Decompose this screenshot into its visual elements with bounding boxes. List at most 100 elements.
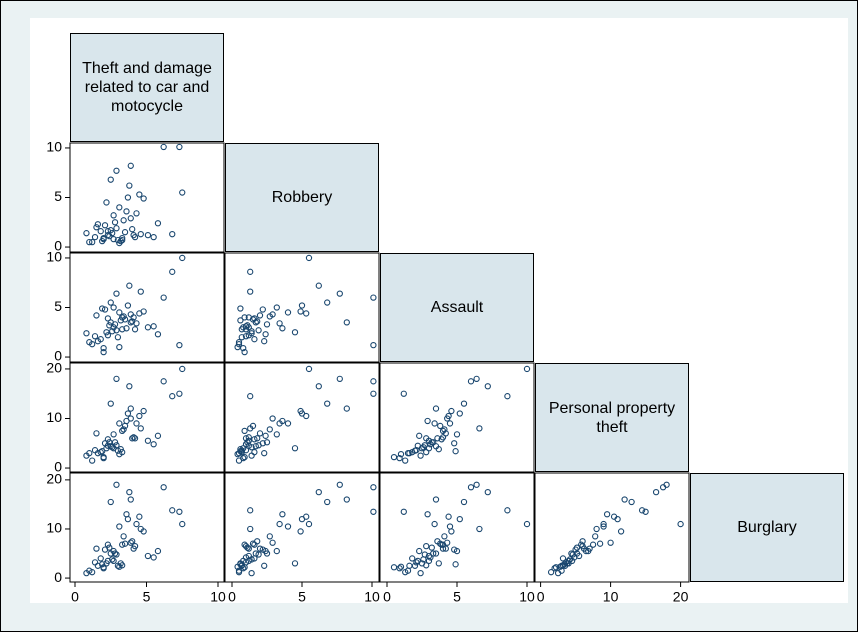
x-tick-label: 0 xyxy=(537,589,545,605)
point xyxy=(298,302,306,309)
point xyxy=(451,440,458,447)
point xyxy=(91,559,99,566)
point xyxy=(343,405,350,412)
point xyxy=(91,447,99,454)
point xyxy=(245,434,252,441)
point xyxy=(423,543,430,550)
point xyxy=(303,310,310,317)
point xyxy=(396,454,403,462)
point xyxy=(251,336,258,343)
point xyxy=(262,547,269,555)
point xyxy=(390,453,398,461)
point xyxy=(439,545,447,552)
point xyxy=(94,221,102,228)
point xyxy=(467,378,475,385)
point xyxy=(101,440,109,447)
point xyxy=(256,545,264,552)
y-tick-label: 0 xyxy=(54,569,62,585)
point xyxy=(176,508,183,515)
point xyxy=(131,435,139,442)
point xyxy=(402,569,409,576)
point xyxy=(106,439,113,446)
point xyxy=(104,315,112,322)
point xyxy=(400,390,407,397)
point xyxy=(176,342,183,349)
point xyxy=(568,550,575,557)
point xyxy=(150,233,157,241)
point xyxy=(133,210,140,217)
point xyxy=(452,561,459,568)
point xyxy=(237,305,244,312)
point xyxy=(107,299,114,306)
point xyxy=(133,520,140,528)
point xyxy=(238,562,245,569)
point xyxy=(617,528,625,535)
point xyxy=(269,539,276,546)
y-tick-label: 0 xyxy=(54,348,62,364)
point xyxy=(89,569,96,576)
point xyxy=(370,378,377,385)
point xyxy=(523,520,531,528)
x-tick-label: 20 xyxy=(673,589,689,605)
point xyxy=(460,498,468,506)
point xyxy=(106,544,113,551)
point xyxy=(120,313,127,320)
point xyxy=(91,333,99,340)
point xyxy=(552,564,560,571)
point xyxy=(261,450,268,457)
point xyxy=(291,560,299,567)
point xyxy=(89,341,96,348)
point xyxy=(425,557,433,565)
point xyxy=(441,426,448,433)
point xyxy=(244,544,251,551)
variable-label: Personal property theft xyxy=(535,363,689,472)
point xyxy=(237,317,244,324)
point xyxy=(291,445,299,452)
point xyxy=(110,557,117,565)
point xyxy=(336,481,343,488)
point xyxy=(107,443,114,450)
point xyxy=(99,561,106,568)
point xyxy=(179,189,186,196)
point xyxy=(136,412,143,420)
x-tick-label: 0 xyxy=(383,589,391,605)
point xyxy=(179,520,186,528)
point xyxy=(126,282,133,289)
point xyxy=(262,331,269,338)
point xyxy=(245,545,252,552)
point xyxy=(248,452,255,459)
point xyxy=(107,227,114,234)
point xyxy=(402,457,409,464)
x-tick-label: 5 xyxy=(143,589,151,605)
point xyxy=(150,554,157,561)
point xyxy=(428,439,435,446)
point xyxy=(438,541,445,548)
point xyxy=(110,304,117,311)
point xyxy=(343,319,350,326)
point xyxy=(89,238,96,246)
panel xyxy=(224,252,380,363)
point xyxy=(580,545,588,552)
point xyxy=(254,435,261,442)
point xyxy=(453,431,461,438)
point xyxy=(547,569,555,576)
point xyxy=(448,407,455,415)
panel xyxy=(69,252,225,363)
point xyxy=(242,333,250,340)
point xyxy=(248,556,255,563)
point xyxy=(245,314,252,321)
point xyxy=(579,538,586,545)
point xyxy=(154,547,162,555)
point xyxy=(104,541,112,548)
point xyxy=(119,562,126,569)
point xyxy=(137,288,144,295)
point xyxy=(124,516,132,523)
point xyxy=(434,435,441,442)
point xyxy=(154,220,162,227)
point xyxy=(169,231,176,238)
point xyxy=(413,447,420,454)
point xyxy=(431,520,438,528)
panel xyxy=(379,472,535,583)
point xyxy=(248,570,255,577)
point xyxy=(94,338,102,345)
